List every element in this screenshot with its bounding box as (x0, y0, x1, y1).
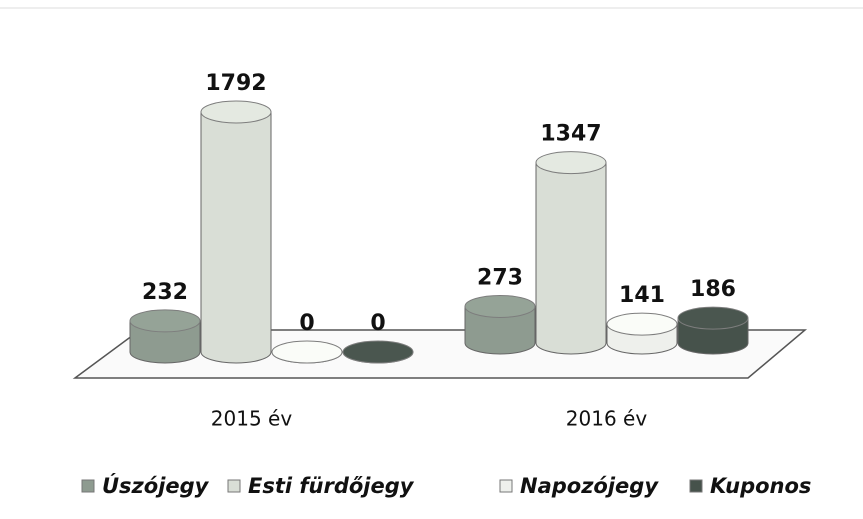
data-label: 1792 (205, 71, 266, 96)
cylinder-top (271, 340, 343, 364)
cylinder-top (677, 306, 749, 330)
x-tick-label: 2015 év (211, 407, 293, 431)
legend-label: Úszójegy (102, 473, 210, 498)
cylinder (129, 320, 201, 364)
data-label: 0 (299, 311, 314, 336)
cylinder-top (464, 294, 536, 318)
cylinder-top (342, 340, 414, 364)
cylinder (535, 162, 607, 355)
legend-label: Kuponos (710, 474, 811, 498)
cylinder-top (606, 312, 678, 336)
data-label: 186 (690, 277, 736, 302)
legend-swatch (689, 479, 703, 493)
x-tick-label: 2016 év (566, 407, 648, 431)
data-label: 232 (142, 280, 188, 305)
cylinder-top (200, 100, 272, 124)
cylinder (464, 305, 536, 355)
data-label: 1347 (540, 122, 601, 147)
cylinder-top (129, 309, 201, 333)
data-label: 141 (619, 283, 665, 308)
legend-label: Napozójegy (520, 474, 659, 498)
legend-swatch (81, 479, 95, 493)
data-label: 273 (477, 265, 523, 290)
data-label: 0 (370, 311, 385, 336)
cylinder-top (535, 151, 607, 175)
legend-swatch (499, 479, 513, 493)
legend-swatch (227, 479, 241, 493)
legend-label: Esti fürdőjegy (248, 474, 415, 498)
cylinder (200, 111, 272, 364)
